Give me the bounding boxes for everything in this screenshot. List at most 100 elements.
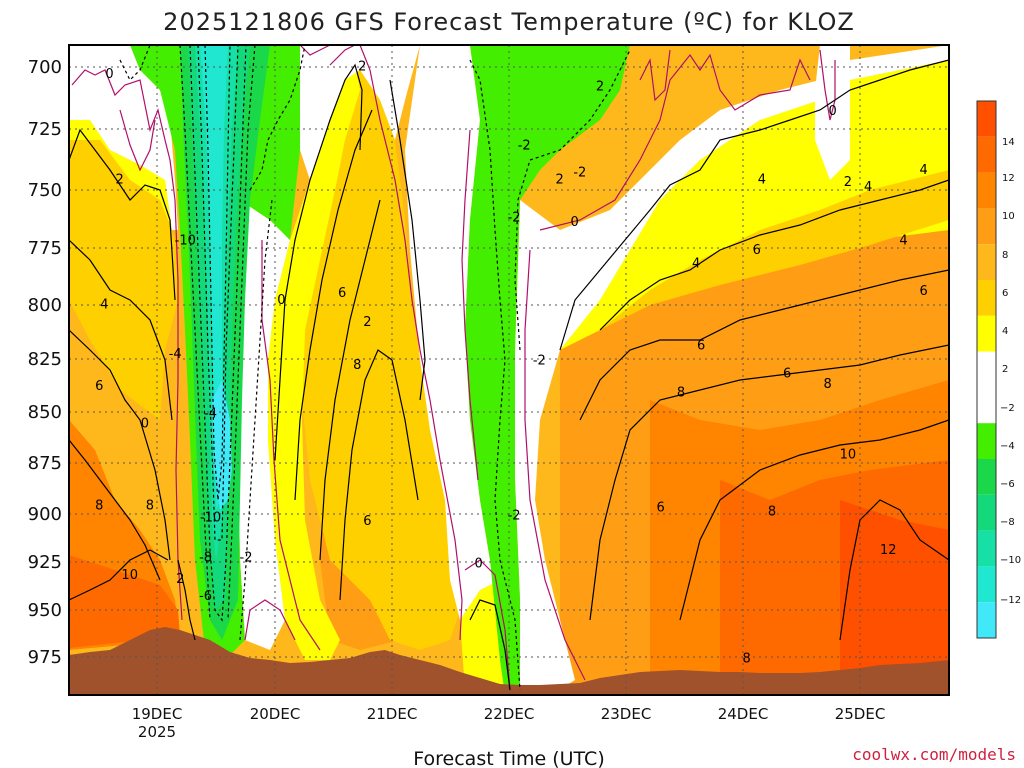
contour-8-right: [589, 344, 949, 621]
colorbar-band: [977, 244, 996, 280]
contour-neg10: [204, 45, 231, 501]
contour-6-right: [579, 269, 949, 421]
y-tick-label: 825: [28, 349, 62, 370]
contour-2-left-b: [177, 559, 196, 641]
colorbar-band: [977, 530, 996, 567]
colorbar-tick: −6: [1000, 479, 1015, 490]
contour-0-right-c: [819, 49, 836, 121]
contour-2-center-a: [274, 63, 363, 461]
contour-8-center: [339, 349, 419, 601]
colorbar-tick: 6: [1002, 288, 1008, 299]
colorbar-frame: [976, 100, 997, 639]
contour-label: -10: [200, 510, 221, 525]
colorbar-band: [977, 136, 996, 173]
contour-12-right: [839, 499, 949, 641]
contour-label: 4: [758, 173, 766, 188]
x-tick-label: 22DEC: [484, 705, 535, 723]
colorbar-band: [977, 494, 996, 531]
contour-label: 0: [475, 556, 483, 571]
contour-label: 0: [277, 293, 285, 308]
band-white-top-center: [300, 45, 420, 180]
band-orange-hottest-right: [840, 500, 949, 695]
contour-label: 4: [100, 298, 108, 313]
contour-label: 4: [864, 180, 872, 195]
contour-neg6: [189, 45, 247, 622]
colorbar-band: [977, 423, 996, 459]
contour-label: 8: [768, 505, 776, 520]
contour-label: 4: [920, 163, 928, 178]
colorbar-band: [977, 208, 996, 245]
contour-2-center-c: [469, 599, 511, 691]
contour-0-center-c: [299, 45, 356, 66]
colorbar-tick: 2: [1002, 364, 1008, 375]
contour-neg2-c: [239, 199, 273, 641]
y-axis: 700 725 750 775 800 825 850 875 900 925 …: [28, 57, 62, 668]
contour-10-left: [69, 549, 169, 601]
contour-label: 8: [743, 651, 751, 666]
contour-0-right-b: [539, 53, 811, 231]
contour-8-left: [69, 439, 161, 581]
colorbar-tick: −4: [1000, 441, 1015, 452]
contour-label: 6: [95, 379, 103, 394]
contour-neg2-b: [119, 45, 151, 82]
colorbar-tick: 8: [1002, 250, 1008, 261]
contour-label: 6: [338, 286, 346, 301]
contour-label: -2: [518, 139, 531, 154]
y-tick-label: 875: [28, 453, 62, 474]
contour-0-center-f: [461, 129, 479, 481]
x-tick-label: 21DEC: [367, 705, 418, 723]
y-tick-label: 850: [28, 402, 62, 423]
x-tick-label: 20DEC: [250, 705, 301, 723]
colorbar-tick: −8: [1000, 517, 1015, 528]
contour-lines: [69, 45, 949, 691]
colorbar-tick: 14: [1002, 137, 1015, 148]
colorbar-band: [977, 351, 996, 424]
colorbar-tick: 12: [1002, 173, 1015, 184]
contour-label: 8: [95, 498, 103, 513]
band-yellow-center: [300, 70, 470, 650]
contour-label: 0: [105, 67, 113, 82]
band-orange-deep-left: [69, 555, 180, 648]
contour-label: 0: [141, 417, 149, 432]
band-yellow-bright-center: [268, 65, 360, 660]
x-tick-label: 24DEC: [718, 705, 769, 723]
contour-label: 6: [363, 514, 371, 529]
y-tick-label: 950: [28, 600, 62, 621]
contour-label: -10: [175, 234, 196, 249]
contour-label: -4: [204, 407, 217, 422]
contour-0-center-d: [359, 45, 463, 641]
contour-0-right-a: [524, 249, 586, 681]
colorbar: 14 12 10 8 6 4 2 −2 −4 −6 −8 −10 −12: [976, 100, 1021, 639]
y-tick-label: 800: [28, 295, 62, 316]
contour-label: 8: [823, 377, 831, 392]
band-white-col-2: [236, 200, 290, 650]
contour-label: 6: [753, 243, 761, 258]
contour-label: -6: [199, 589, 212, 604]
colorbar-tick: 10: [1002, 211, 1015, 222]
contour-label: 10: [840, 447, 857, 462]
contour-6-center: [319, 199, 381, 561]
colorbar-tick: −10: [1000, 555, 1021, 566]
colorbar-tick: −12: [1000, 595, 1021, 606]
contour-label: 6: [920, 284, 928, 299]
contour-4-left: [69, 239, 173, 421]
contour-neg4-a: [179, 45, 211, 621]
contour-label: 4: [899, 234, 907, 249]
contour-2-left-a: [69, 128, 176, 301]
contour-label: 12: [880, 543, 897, 558]
colorbar-band: [977, 315, 996, 352]
contour-label: 2: [363, 315, 371, 330]
contour-label: 8: [146, 498, 154, 513]
band-yellow-left: [69, 120, 178, 420]
contour-0-left-a: [71, 69, 183, 621]
contour-neg2-d: [469, 59, 521, 691]
contour-label: 2: [555, 173, 563, 188]
contour-neg2-e: [514, 49, 631, 351]
x-tick-year: 2025: [138, 723, 176, 741]
contour-label: 2: [844, 175, 852, 190]
contour-label: -2: [508, 508, 521, 523]
contour-label: 8: [353, 358, 361, 373]
